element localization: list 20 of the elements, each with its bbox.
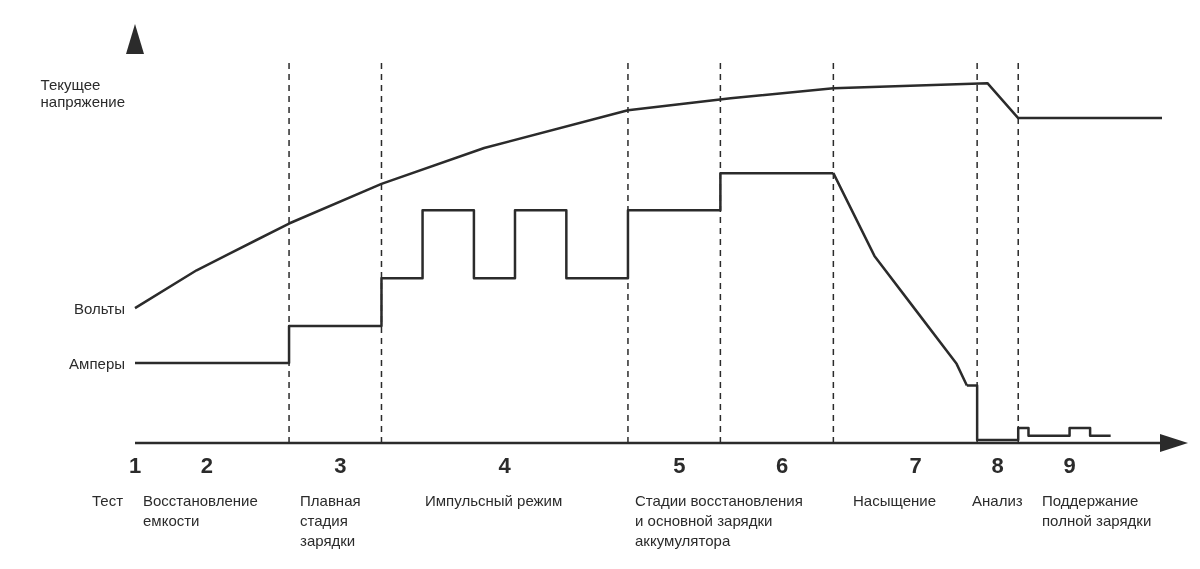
x-tick-label: 9 — [1063, 453, 1076, 478]
text: Поддержание полной зарядки — [1042, 491, 1152, 531]
text: Импульсный режим — [425, 491, 563, 511]
x-tick-label: 7 — [909, 453, 922, 478]
x-tick-label: 6 — [775, 453, 789, 478]
text: Восстановление емкости — [143, 491, 258, 531]
series-label: Вольты — [73, 299, 125, 317]
y-axis-title: Текущее напряжение — [40, 76, 125, 110]
text: Стадии восстановления и основной зарядки аккумулятора — [635, 491, 803, 551]
x-tick-label: 4 — [498, 453, 512, 478]
x-tick-label: 8 — [991, 453, 1004, 478]
text: Плавная стадия зарядки — [300, 491, 361, 551]
text: Тест — [92, 491, 124, 511]
x-tick-label: 3 — [334, 453, 347, 478]
x-tick-label: 2 — [200, 453, 214, 478]
text: Насыщение — [853, 491, 936, 511]
x-tick-label: 1 — [128, 453, 142, 478]
x-tick-label: 5 — [673, 453, 686, 478]
series-label: Амперы — [69, 354, 125, 372]
text: Анализ — [972, 491, 1023, 511]
